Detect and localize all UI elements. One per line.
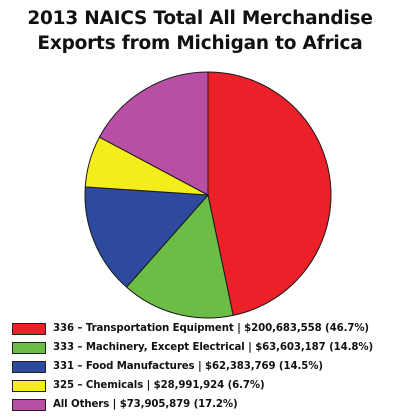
legend-label-3: 331 – Food Manufactures | $62,383,769 (1… <box>53 361 323 372</box>
legend-label-2: 333 – Machinery, Except Electrical | $63… <box>53 342 374 353</box>
legend-swatch-5 <box>12 398 46 411</box>
legend-item-5: All Others | $73,905,879 (17.2%) <box>12 395 396 414</box>
legend-swatch-1 <box>12 322 46 335</box>
pie-slices <box>84 71 332 319</box>
legend-item-1: 336 – Transportation Equipment | $200,68… <box>12 319 396 338</box>
legend: 336 – Transportation Equipment | $200,68… <box>12 319 396 414</box>
legend-label-1: 336 – Transportation Equipment | $200,68… <box>53 323 369 334</box>
pie-slice-2 <box>126 194 234 319</box>
legend-swatch-3 <box>12 360 46 373</box>
legend-swatch-2 <box>12 341 46 354</box>
legend-swatch-4 <box>12 379 46 392</box>
chart-title: 2013 NAICS Total All Merchandise Exports… <box>0 6 400 56</box>
chart-title-line-1: 2013 NAICS Total All Merchandise <box>27 8 373 29</box>
legend-label-5: All Others | $73,905,879 (17.2%) <box>53 399 238 410</box>
legend-item-4: 325 – Chemicals | $28,991,924 (6.7%) <box>12 376 396 395</box>
pie-slice-5 <box>98 71 209 196</box>
legend-item-2: 333 – Machinery, Except Electrical | $63… <box>12 338 396 357</box>
legend-label-4: 325 – Chemicals | $28,991,924 (6.7%) <box>53 380 265 391</box>
pie-slice-1 <box>207 71 332 316</box>
chart-title-line-2: Exports from Michigan to Africa <box>37 33 363 54</box>
pie-slice-3 <box>84 186 209 288</box>
legend-item-3: 331 – Food Manufactures | $62,383,769 (1… <box>12 357 396 376</box>
